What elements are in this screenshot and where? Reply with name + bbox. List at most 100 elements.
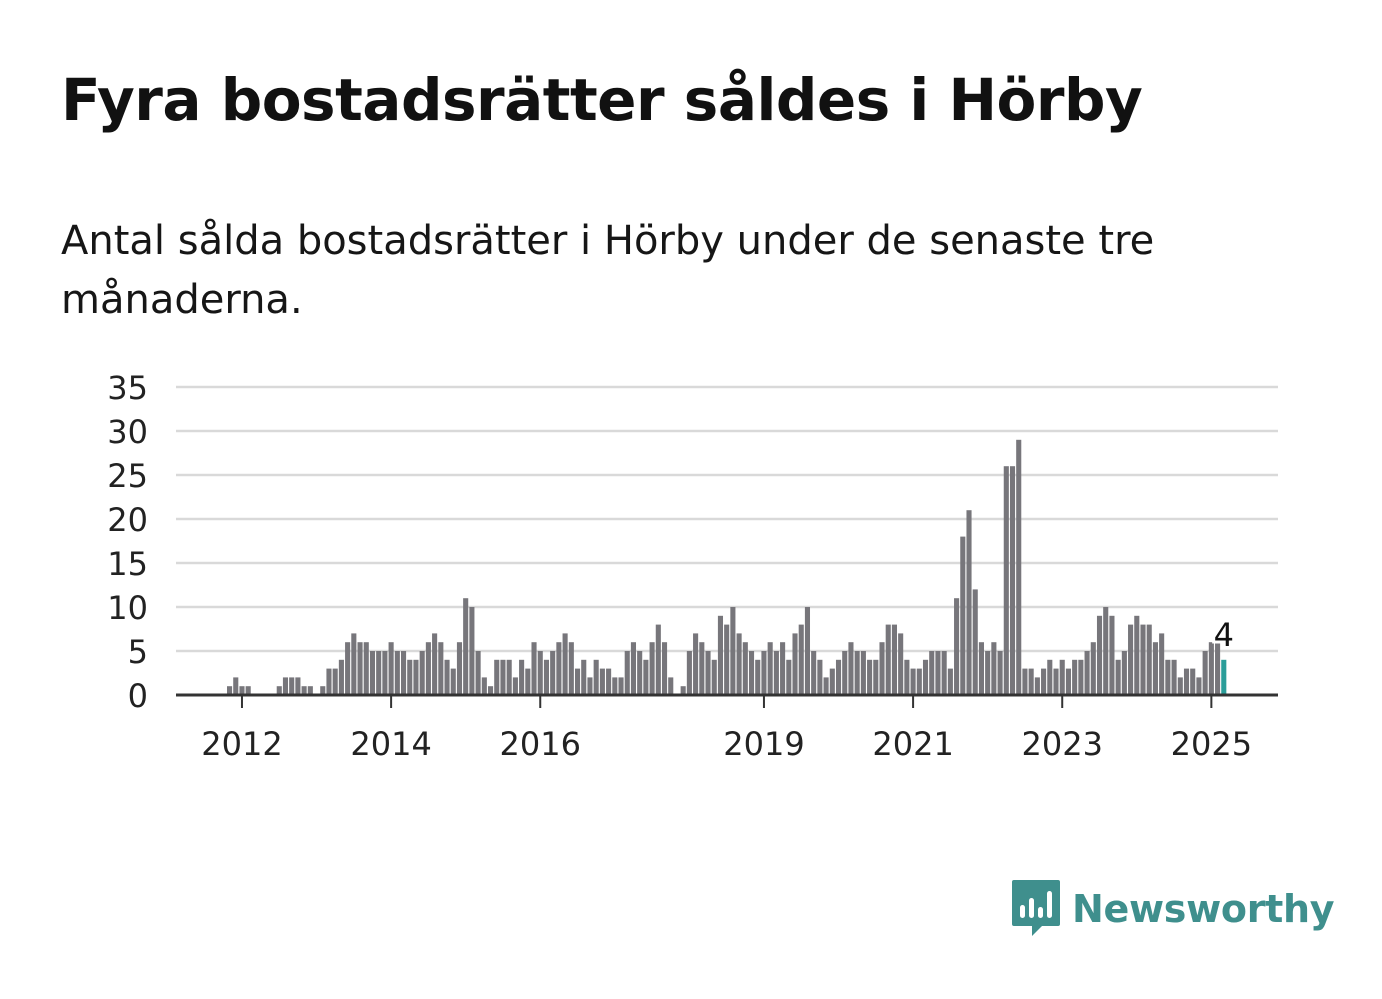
- bar: [562, 633, 568, 695]
- bar: [848, 642, 854, 695]
- bar: [1041, 668, 1047, 695]
- bar: [693, 633, 699, 695]
- bar: [419, 651, 425, 695]
- bar: [450, 668, 456, 695]
- bar: [425, 642, 431, 695]
- bar: [724, 624, 730, 695]
- bar: [1028, 668, 1034, 695]
- bar: [481, 677, 487, 695]
- bar: [823, 677, 829, 695]
- bar: [817, 659, 823, 695]
- bar: [512, 677, 518, 695]
- bar: [736, 633, 742, 695]
- highlight-value-label: 4: [1214, 616, 1234, 654]
- bar: [456, 642, 463, 695]
- bar: [587, 677, 593, 695]
- bar: [885, 624, 891, 695]
- bar: [382, 651, 388, 695]
- bar: [860, 651, 866, 695]
- bar: [1016, 439, 1022, 695]
- bar: [239, 686, 245, 695]
- bar: [960, 536, 966, 695]
- bar: [966, 510, 972, 695]
- bar: [916, 668, 922, 695]
- bar: [1090, 642, 1096, 695]
- chart-subtitle: Antal sålda bostadsrätter i Hörby under …: [61, 218, 1155, 323]
- bar: [363, 642, 369, 695]
- bar: [929, 651, 935, 695]
- bar: [599, 668, 605, 695]
- bar: [338, 659, 344, 695]
- bar: [1171, 659, 1177, 695]
- bar: [282, 677, 289, 695]
- bar: [922, 659, 929, 695]
- bar: [500, 659, 506, 695]
- x-tick-label: 2012: [201, 725, 282, 763]
- bar: [295, 677, 301, 695]
- x-tick-label: 2021: [872, 725, 953, 763]
- bar: [655, 624, 661, 695]
- bar: [407, 659, 413, 695]
- bar: [804, 607, 811, 695]
- bar: [1196, 677, 1202, 695]
- bar: [606, 668, 612, 695]
- bar: [717, 615, 724, 695]
- bar: [954, 598, 960, 695]
- bar: [1134, 615, 1140, 695]
- bar: [773, 651, 779, 695]
- bar: [1190, 668, 1196, 695]
- bar: [1115, 659, 1121, 695]
- brand-name: Newsworthy: [1072, 887, 1335, 931]
- bar: [581, 659, 587, 695]
- bar: [661, 642, 668, 695]
- bar: [680, 686, 686, 695]
- y-tick-label: 25: [107, 457, 148, 495]
- bar: [1065, 668, 1071, 695]
- bar: [668, 677, 674, 695]
- bar: [494, 659, 500, 695]
- bar: [307, 686, 313, 695]
- bar: [1177, 677, 1183, 695]
- bar: [1165, 659, 1171, 695]
- bar: [550, 651, 556, 695]
- bar: [320, 686, 326, 695]
- bar: [1009, 466, 1016, 695]
- bar: [519, 659, 525, 695]
- bar: [972, 589, 978, 695]
- bar: [506, 659, 512, 695]
- x-tick-label: 2023: [1022, 725, 1103, 763]
- bar: [444, 659, 450, 695]
- bar: [985, 651, 991, 695]
- bar: [730, 607, 736, 695]
- bar: [947, 668, 953, 695]
- bar: [835, 659, 842, 695]
- bar: [568, 642, 574, 695]
- bar: [711, 659, 717, 695]
- bar: [1103, 607, 1109, 695]
- bar: [867, 659, 873, 695]
- bar: [593, 659, 599, 695]
- bar: [854, 651, 860, 695]
- bar: [369, 651, 376, 695]
- bar: [351, 633, 357, 695]
- bar: [792, 633, 798, 695]
- bar: [1072, 659, 1078, 695]
- bar: [1096, 615, 1103, 695]
- bar: [978, 642, 984, 695]
- bar: [780, 642, 786, 695]
- bar: [531, 642, 537, 695]
- newsworthy-logo-icon: [1012, 880, 1060, 936]
- bar: [649, 642, 655, 695]
- bar: [388, 642, 394, 695]
- bar: [618, 677, 624, 695]
- bar: [469, 607, 475, 695]
- bar: [245, 686, 251, 695]
- bar: [301, 686, 307, 695]
- bar: [413, 659, 419, 695]
- bar: [829, 668, 835, 695]
- bar: [935, 651, 941, 695]
- bar: [1208, 642, 1214, 695]
- bar: [1022, 668, 1028, 695]
- bar: [525, 668, 531, 695]
